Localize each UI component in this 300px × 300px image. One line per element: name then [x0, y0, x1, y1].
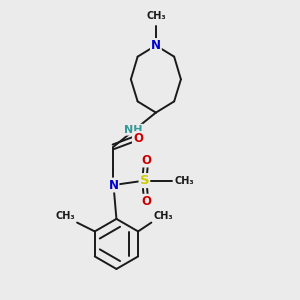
- Text: N: N: [109, 178, 118, 191]
- Text: O: O: [141, 195, 151, 208]
- Text: O: O: [133, 132, 143, 145]
- Text: CH₃: CH₃: [154, 211, 173, 221]
- Text: NH: NH: [124, 125, 142, 135]
- Text: CH₃: CH₃: [146, 11, 166, 21]
- Text: S: S: [140, 174, 149, 187]
- Text: O: O: [141, 154, 151, 166]
- Text: CH₃: CH₃: [175, 176, 194, 186]
- Text: CH₃: CH₃: [55, 211, 75, 221]
- Text: N: N: [151, 39, 161, 52]
